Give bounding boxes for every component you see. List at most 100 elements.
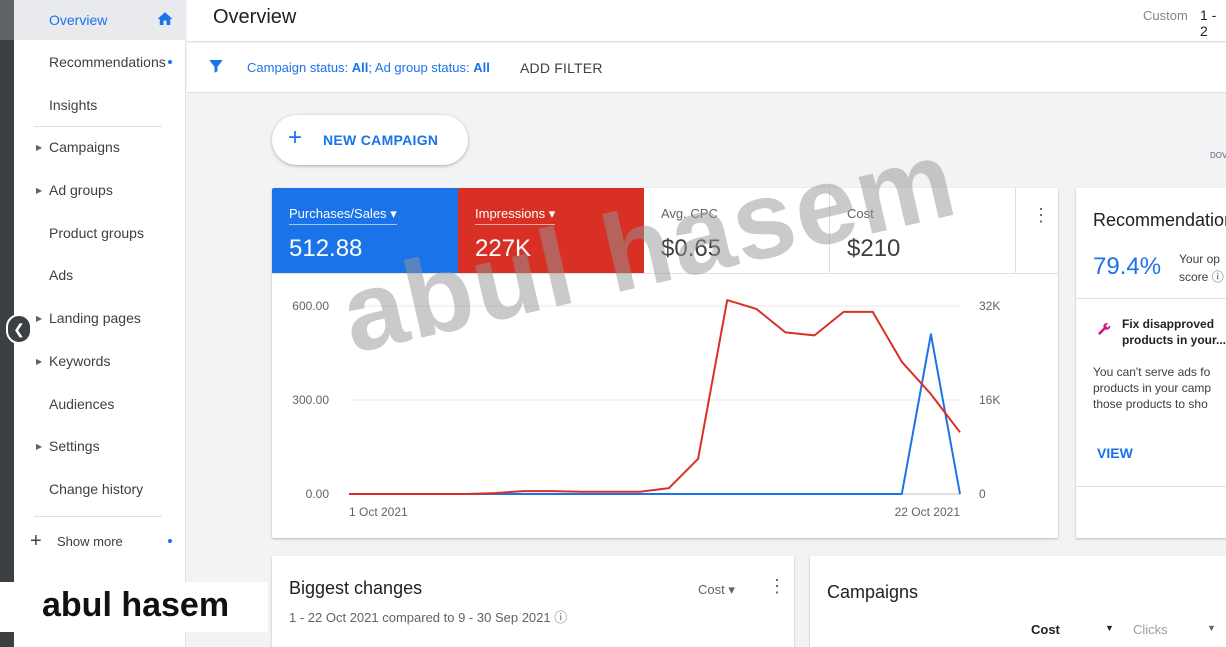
sidebar-item-change-history[interactable]: Change history [14,469,186,509]
new-campaign-button[interactable]: + NEW CAMPAIGN [272,115,468,165]
filter-icon[interactable] [207,57,225,75]
view-recommendation-button[interactable]: VIEW [1097,445,1133,461]
caret-down-icon[interactable]: ▼ [1105,623,1114,633]
show-more-label: Show more [57,533,123,549]
sidebar-item-label: Ads [49,267,74,283]
metric-label: Cost [847,206,874,221]
recommendations-card: Recommendations 79.4% Your op score ⓘ Fix… [1076,188,1226,538]
metric-value: 512.88 [289,235,363,262]
performance-chart: 600.00 32K 300.00 16K 0.00 0 1 Oct 2021 22 Oct … [292,299,1000,519]
recommendation-description: You can't serve ads fo products in your c… [1093,364,1211,412]
sidebar-item-landing-pages[interactable]: ▶ Landing pages [14,298,186,338]
series-line-purchases-sales [349,333,961,495]
metric-value: 227K [475,235,532,262]
sidebar-item-label: Landing pages [49,310,141,326]
card-divider [1076,486,1226,487]
recommendation-title: Fix disapproved products in your... [1122,316,1226,348]
signature-box: abul hasem [0,582,268,632]
help-icon[interactable]: ⓘ [554,610,568,625]
sidebar-item-label: Ad groups [49,182,113,198]
sidebar-item-label: Campaigns [49,139,120,155]
score-text: Your op score ⓘ [1179,250,1224,286]
collapse-sidebar-button[interactable]: ❮ [6,314,32,344]
show-more-button[interactable]: + Show more [14,527,186,555]
caret-down-icon: ▾ [728,582,735,597]
help-icon[interactable]: ⓘ [1211,270,1224,284]
plus-icon: + [30,530,42,552]
y-right-tick-label: 0 [979,487,986,501]
metric-dropdown[interactable]: Cost ▾ [698,582,735,598]
more-options-icon[interactable]: ⋮ [1032,205,1050,225]
sidebar-item-recommendations[interactable]: Recommendations [14,42,186,82]
plus-icon: + [288,124,303,151]
metric-label-text: Purchases/Sales [289,206,387,221]
metric-tab-avg-cpc[interactable]: Avg. CPC $0.65 [644,188,830,273]
signature-text: abul hasem [42,586,230,624]
column-selector-clicks[interactable]: Clicks [1133,622,1168,637]
score-text-line: Your op [1179,252,1220,266]
caret-right-icon: ▶ [36,313,43,323]
sidebar-divider [34,126,162,127]
new-indicator-dot [168,60,172,64]
metric-value: $210 [847,235,901,262]
metric-label: Impressions ▾ [475,206,556,225]
recommendation-title-line: Fix disapproved [1122,317,1215,331]
sidebar-item-keywords[interactable]: ▶ Keywords [14,341,186,381]
more-options-icon[interactable]: ⋮ [768,576,786,596]
left-rail-top [0,0,14,40]
wrench-icon [1098,323,1111,335]
comparison-range: 1 - 22 Oct 2021 compared to 9 - 30 Sep 2… [289,607,567,626]
y-left-tick-label: 300.00 [292,393,329,407]
caret-right-icon: ▶ [36,142,43,152]
sidebar-item-ad-groups[interactable]: ▶ Ad groups [14,170,186,210]
metric-tab-purchases[interactable]: Purchases/Sales ▾ 512.88 [272,188,458,273]
new-indicator-dot [168,539,172,543]
filter-value: All [473,60,490,75]
page-title: Overview [213,6,297,28]
caret-down-icon: ▾ [390,206,397,221]
campaigns-title: Campaigns [827,582,919,602]
filter-bar: Campaign status: All; Ad group status: A… [187,43,1226,93]
metric-dropdown-value: Cost [698,582,725,597]
sidebar-item-label: Recommendations [49,54,166,70]
date-preset-label[interactable]: Custom [1143,8,1188,23]
biggest-changes-card: Biggest changes 1 - 22 Oct 2021 compared… [272,556,794,647]
y-right-tick-label: 32K [979,299,1000,313]
biggest-changes-title: Biggest changes [289,578,423,598]
metric-label: Purchases/Sales ▾ [289,206,397,225]
metric-tab-cost[interactable]: Cost $210 [830,188,1016,273]
page-header: Overview Custom 1 - 2 [187,0,1226,42]
metric-divider [272,273,1058,274]
date-range-selector[interactable]: 1 - 2 [1200,7,1217,39]
column-selector-cost[interactable]: Cost [1031,622,1060,637]
active-filters[interactable]: Campaign status: All; Ad group status: A… [247,60,490,75]
metric-tab-impressions[interactable]: Impressions ▾ 227K [458,188,644,273]
sidebar-item-label: Keywords [49,353,111,369]
recommendations-title: Recommendations [1093,210,1226,230]
sidebar-item-campaigns[interactable]: ▶ Campaigns [14,127,186,167]
comparison-range-text: 1 - 22 Oct 2021 compared to 9 - 30 Sep 2… [289,610,551,625]
sidebar-item-label: Change history [49,481,144,497]
sidebar-item-product-groups[interactable]: Product groups [14,213,186,253]
score-text-line: score [1179,270,1209,284]
home-icon [157,12,173,25]
sidebar-item-settings[interactable]: ▶ Settings [14,426,186,466]
optimization-score: 79.4% [1093,253,1162,280]
download-button[interactable]: DOV [1210,151,1226,160]
sidebar-item-label: Settings [49,438,100,454]
metric-value: $0.65 [661,235,722,262]
y-left-tick-label: 0.00 [306,487,330,501]
chevron-left-icon: ❮ [13,320,25,337]
sidebar-divider [34,516,162,517]
sidebar-item-overview[interactable]: Overview [14,0,186,40]
sidebar-item-ads[interactable]: Ads [14,255,186,295]
sidebar-item-audiences[interactable]: Audiences [14,384,186,424]
filter-label: Campaign status: [247,60,352,75]
x-tick-label: 1 Oct 2021 [349,505,408,519]
sidebar-item-insights[interactable]: Insights [14,85,186,125]
performance-card: Purchases/Sales ▾ 512.88 Impressions ▾ 2… [272,188,1058,538]
caret-right-icon: ▶ [36,185,43,195]
description-line: products in your camp [1093,381,1212,395]
caret-down-icon[interactable]: ▼ [1207,623,1216,633]
add-filter-button[interactable]: ADD FILTER [520,60,603,76]
